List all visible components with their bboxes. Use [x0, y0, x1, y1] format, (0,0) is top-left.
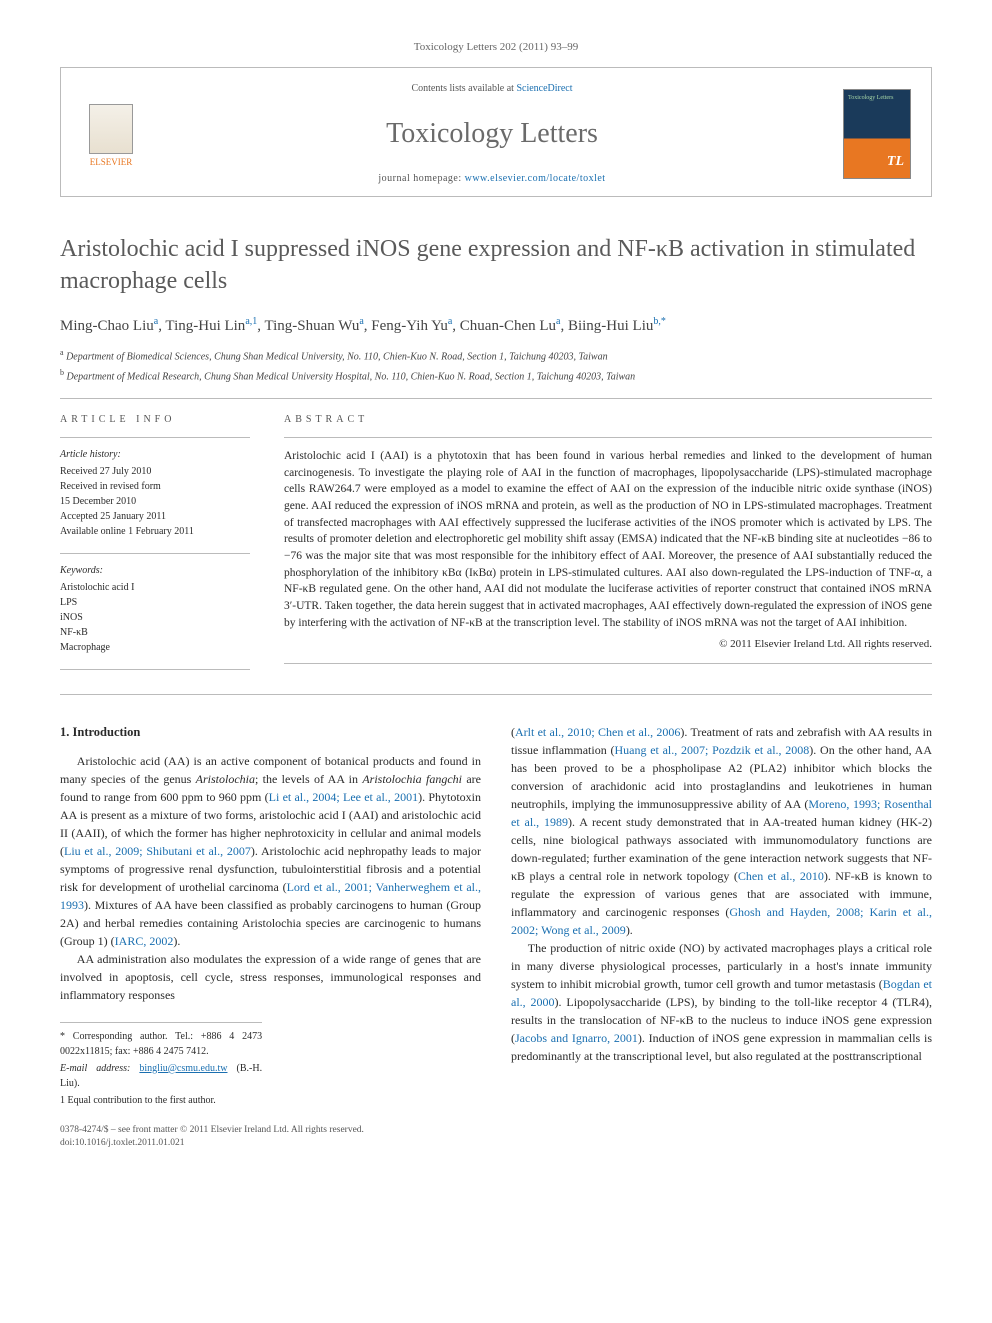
history-line: 15 December 2010 [60, 494, 250, 509]
footnotes: * Corresponding author. Tel.: +886 4 247… [60, 1022, 262, 1108]
issn-line: 0378-4274/$ – see front matter © 2011 El… [60, 1124, 932, 1137]
affiliation: b Department of Medical Research, Chung … [60, 367, 932, 384]
history-line: Accepted 25 January 2011 [60, 509, 250, 524]
keyword: LPS [60, 595, 250, 610]
elsevier-tree-icon [89, 104, 133, 154]
author-list: Ming-Chao Liua, Ting-Hui Lina,1, Ting-Sh… [60, 315, 932, 337]
journal-title: Toxicology Letters [141, 114, 843, 153]
journal-cover-thumbnail: Toxicology Letters [843, 89, 911, 179]
right-column: (Arlt et al., 2010; Chen et al., 2006). … [511, 723, 932, 1110]
copyright-line: © 2011 Elsevier Ireland Ltd. All rights … [284, 637, 932, 652]
history-line: Received 27 July 2010 [60, 464, 250, 479]
publisher-name: ELSEVIER [90, 156, 133, 169]
keyword: NF-κB [60, 625, 250, 640]
paragraph: Aristolochic acid (AA) is an active comp… [60, 752, 481, 950]
email-line: E-mail address: bingliu@csmu.edu.tw (B.-… [60, 1061, 262, 1091]
article-title: Aristolochic acid I suppressed iNOS gene… [60, 233, 932, 298]
article-info-header: ARTICLE INFO [60, 413, 250, 427]
homepage-prefix: journal homepage: [378, 173, 464, 184]
divider [60, 694, 932, 695]
divider [60, 437, 250, 438]
page-footer: 0378-4274/$ – see front matter © 2011 El… [60, 1124, 932, 1151]
section-number: 1. [60, 725, 69, 739]
cover-title-text: Toxicology Letters [848, 94, 893, 102]
journal-header-box: ELSEVIER Contents lists available at Sci… [60, 67, 932, 196]
divider [60, 669, 250, 670]
email-label: E-mail address: [60, 1063, 130, 1074]
abstract-column: ABSTRACT Aristolochic acid I (AAI) is a … [284, 413, 932, 680]
keyword: Macrophage [60, 640, 250, 655]
equal-contribution-note: 1 Equal contribution to the first author… [60, 1093, 262, 1108]
divider [60, 553, 250, 554]
paragraph: AA administration also modulates the exp… [60, 950, 481, 1004]
keywords-label: Keywords: [60, 564, 250, 578]
history-label: Article history: [60, 448, 250, 462]
paragraph: The production of nitric oxide (NO) by a… [511, 939, 932, 1065]
divider [284, 663, 932, 664]
homepage-link[interactable]: www.elsevier.com/locate/toxlet [465, 173, 606, 184]
paragraph: (Arlt et al., 2010; Chen et al., 2006). … [511, 723, 932, 939]
email-link[interactable]: bingliu@csmu.edu.tw [139, 1063, 227, 1074]
keyword: iNOS [60, 610, 250, 625]
abstract-header: ABSTRACT [284, 413, 932, 427]
keyword: Aristolochic acid I [60, 580, 250, 595]
sciencedirect-link[interactable]: ScienceDirect [516, 83, 572, 94]
corresponding-author-note: * Corresponding author. Tel.: +886 4 247… [60, 1029, 262, 1059]
left-column: 1. Introduction Aristolochic acid (AA) i… [60, 723, 481, 1110]
elsevier-logo: ELSEVIER [81, 99, 141, 169]
doi-line: doi:10.1016/j.toxlet.2011.01.021 [60, 1137, 932, 1150]
running-header: Toxicology Letters 202 (2011) 93–99 [60, 40, 932, 55]
body-two-column: 1. Introduction Aristolochic acid (AA) i… [60, 723, 932, 1110]
article-info-column: ARTICLE INFO Article history: Received 2… [60, 413, 250, 680]
section-title: Introduction [73, 725, 141, 739]
affiliation: a Department of Biomedical Sciences, Chu… [60, 347, 932, 364]
contents-prefix: Contents lists available at [411, 83, 516, 94]
abstract-text: Aristolochic acid I (AAI) is a phytotoxi… [284, 448, 932, 631]
divider [284, 437, 932, 438]
contents-available: Contents lists available at ScienceDirec… [141, 82, 843, 96]
history-line: Available online 1 February 2011 [60, 524, 250, 539]
history-line: Received in revised form [60, 479, 250, 494]
journal-homepage: journal homepage: www.elsevier.com/locat… [141, 172, 843, 186]
section-heading: 1. Introduction [60, 723, 481, 742]
divider [60, 398, 932, 399]
